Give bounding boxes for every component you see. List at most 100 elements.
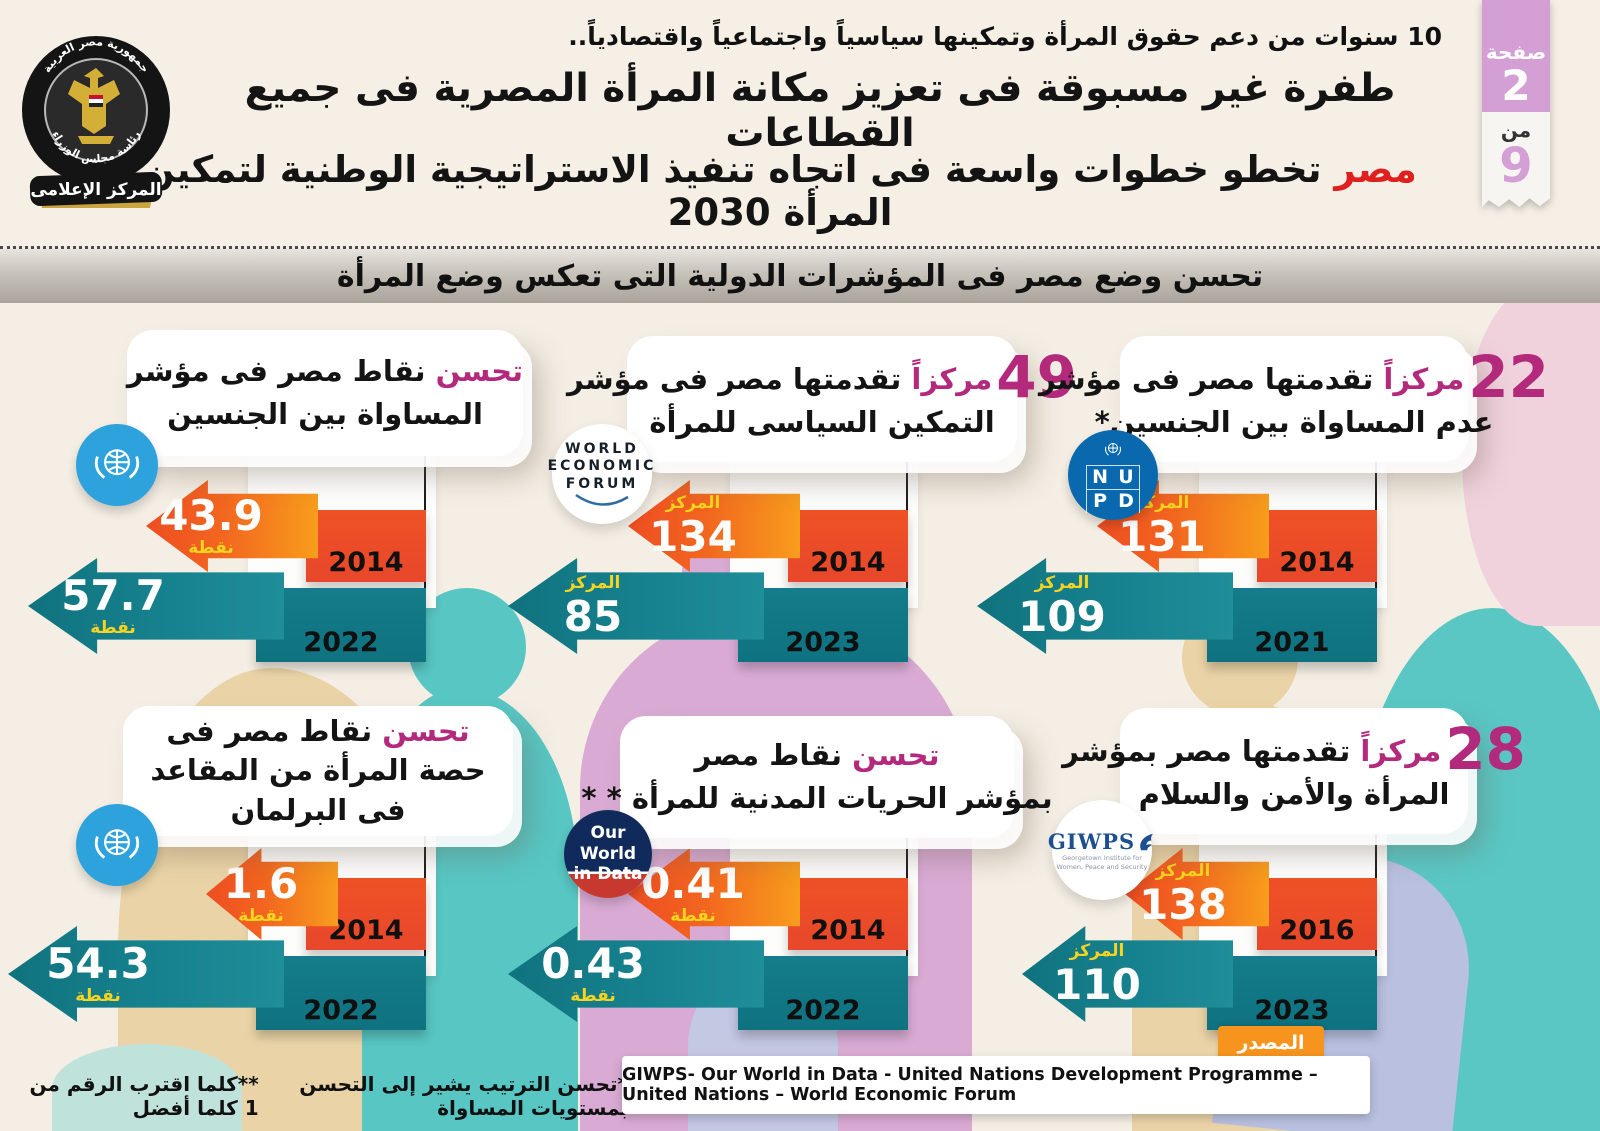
value-number: 134 bbox=[649, 511, 737, 561]
header-title-highlight: مصر bbox=[1334, 148, 1417, 191]
egypt-cabinet-emblem-icon: جمهورية مصر العربية رئاسة مجلس الوزراء ا… bbox=[22, 35, 170, 208]
chart-title-card: تحسن نقاط مصر بمؤشر الحريات المدنية للمر… bbox=[581, 716, 1053, 838]
title-text-line2: التمكين السياسى للمرأة bbox=[649, 405, 995, 439]
title-text: نقاط مصر bbox=[694, 737, 853, 772]
title-text: نقاط مصر فى مؤشر bbox=[126, 353, 436, 388]
title-highlight: تحسن bbox=[382, 714, 470, 749]
year-label: 2022 bbox=[303, 995, 379, 1026]
header: جمهورية مصر العربية رئاسة مجلس الوزراء ا… bbox=[0, 0, 1600, 246]
year-label: 2023 bbox=[1254, 995, 1330, 1026]
un-logo-icon bbox=[76, 804, 158, 886]
year-bar-2023: 2023 bbox=[732, 583, 908, 662]
header-title-line2: مصر تخطو خطوات واسعة فى اتجاه تنفيذ الاس… bbox=[110, 148, 1450, 234]
year-label: 2022 bbox=[303, 627, 379, 658]
title-big-number: 22 bbox=[1468, 342, 1549, 411]
value-unit: نقطة bbox=[90, 618, 136, 638]
undp-letter-n: N bbox=[1087, 465, 1113, 489]
silhouette-teal-bottom-left bbox=[52, 1044, 242, 1131]
year-bar-2014: 2014 bbox=[782, 873, 908, 950]
title-highlight: تحسن bbox=[435, 353, 524, 388]
chart-title-card: 49مركزاً تقدمتها مصر فى مؤشر التمكين الس… bbox=[567, 336, 1077, 462]
year-label: 2014 bbox=[328, 915, 404, 946]
year-bar-2022: 2022 bbox=[250, 583, 426, 662]
year-bar-2016: 2016 bbox=[1251, 873, 1377, 950]
source-bar: GIWPS- Our World in Data - United Nation… bbox=[622, 1056, 1370, 1114]
title-highlight: مركزاً bbox=[911, 361, 993, 396]
value-2014: 1.6 نقطة bbox=[206, 848, 316, 940]
value-2022: 54.3 نقطة bbox=[8, 926, 188, 1022]
title-text: نقاط مصر فى bbox=[166, 714, 383, 749]
value-unit: المركز bbox=[1034, 572, 1090, 593]
year-bar-2014: 2014 bbox=[1251, 505, 1377, 582]
title-big-number: 28 bbox=[1445, 714, 1526, 783]
giwps-tagline1: Georgetown Institute for bbox=[1062, 854, 1142, 863]
value-unit: نقطة bbox=[570, 986, 616, 1006]
header-kicker: 10 سنوات من دعم حقوق المرأة وتمكينها سيا… bbox=[568, 22, 1442, 51]
value-number: 57.7 bbox=[61, 571, 165, 620]
year-label: 2014 bbox=[810, 915, 886, 946]
title-text-line2: حصة المرأة من المقاعد bbox=[150, 753, 486, 788]
value-2014: 134 المركز bbox=[628, 480, 758, 572]
egypt-cabinet-logo: جمهورية مصر العربية رئاسة مجلس الوزراء ا… bbox=[16, 28, 176, 220]
title-text-line2: بمؤشر الحريات المدنية للمرأة * * bbox=[581, 781, 1053, 815]
title-highlight: تحسن bbox=[852, 737, 940, 772]
page-total: 9 bbox=[1499, 138, 1533, 194]
header-title-rest: تخطو خطوات واسعة فى اتجاه تنفيذ الاسترات… bbox=[143, 148, 1335, 234]
page-word: صفحة bbox=[1485, 39, 1547, 64]
value-unit: المركز bbox=[565, 572, 621, 593]
value-number: 109 bbox=[1018, 591, 1106, 641]
footnote-scale: **كلما اقترب الرقم من 1 كلما أفضل bbox=[29, 1072, 259, 1120]
value-unit: المركز bbox=[1069, 940, 1125, 961]
source-text: GIWPS- Our World in Data - United Nation… bbox=[622, 1065, 1318, 1105]
year-label: 2014 bbox=[1279, 547, 1355, 578]
year-label: 2014 bbox=[328, 547, 404, 578]
value-2014: 0.41 نقطة bbox=[628, 848, 758, 940]
value-2014: 131 المركز bbox=[1097, 480, 1227, 572]
value-2016: 138 المركز bbox=[1125, 848, 1241, 940]
chart-title-card: تحسن نقاط مصر فى مؤشر المساواة بين الجنس… bbox=[127, 330, 523, 456]
year-label: 2014 bbox=[810, 547, 886, 578]
value-2022: 57.7 نقطة bbox=[28, 558, 198, 654]
page-current: 2 bbox=[1501, 60, 1531, 110]
chart-title-card: تحسن نقاط مصر فى حصة المرأة من المقاعد ف… bbox=[123, 706, 513, 836]
value-unit: المركز bbox=[665, 492, 721, 513]
chart-title-card: 22مركزاً تقدمتها مصر فى مؤشر عدم المساوا… bbox=[1039, 336, 1549, 462]
value-number: 54.3 bbox=[46, 939, 150, 988]
page-indicator-bottom: من 9 bbox=[1482, 112, 1550, 208]
title-text: تقدمتها مصر فى مؤشر bbox=[1039, 361, 1384, 396]
value-2023: 110 المركز bbox=[1022, 926, 1172, 1022]
section-band: تحسن وضع مصر فى المؤشرات الدولية التى تع… bbox=[0, 249, 1600, 303]
giwps-tagline2: Women, Peace and Security bbox=[1056, 862, 1148, 871]
undp-letter-d: D bbox=[1113, 489, 1139, 513]
value-number: 0.43 bbox=[541, 939, 645, 988]
value-unit: نقطة bbox=[188, 538, 234, 558]
footnotes: *تحسن الترتيب يشير إلى التحسن بمستويات ا… bbox=[28, 1072, 628, 1120]
value-number: 85 bbox=[563, 591, 623, 641]
page-indicator-tab: صفحة 2 من 9 bbox=[1482, 0, 1550, 210]
title-text-line2: المرأة والأمن والسلام bbox=[1138, 777, 1450, 811]
value-number: 131 bbox=[1118, 511, 1206, 561]
source-tab-label: المصدر bbox=[1218, 1026, 1324, 1060]
owid-logo-icon: Our World in Data bbox=[564, 810, 652, 898]
value-number: 0.41 bbox=[641, 859, 745, 908]
value-2021: 109 المركز bbox=[977, 558, 1147, 654]
year-bar-2014: 2014 bbox=[782, 505, 908, 582]
wef-word2: ECONOMIC bbox=[547, 458, 657, 475]
year-label: 2021 bbox=[1254, 627, 1330, 658]
wef-logo-icon: WORLD ECONOMIC FORUM bbox=[548, 424, 653, 524]
title-text-line2: المساواة بين الجنسين bbox=[167, 397, 483, 431]
value-arrow-2022 bbox=[8, 926, 284, 1022]
dotted-divider bbox=[0, 246, 1600, 249]
value-2023: 85 المركز bbox=[508, 558, 678, 654]
value-number: 1.6 bbox=[223, 859, 299, 908]
owid-word2: in Data bbox=[573, 864, 643, 885]
title-text: تقدمتها مصر فى مؤشر bbox=[567, 361, 912, 396]
value-unit: نقطة bbox=[75, 986, 121, 1006]
value-number: 138 bbox=[1139, 879, 1227, 929]
footnote-ranking: *تحسن الترتيب يشير إلى التحسن بمستويات ا… bbox=[299, 1072, 628, 1120]
value-unit: نقطة bbox=[670, 906, 716, 926]
value-unit: نقطة bbox=[238, 906, 284, 926]
